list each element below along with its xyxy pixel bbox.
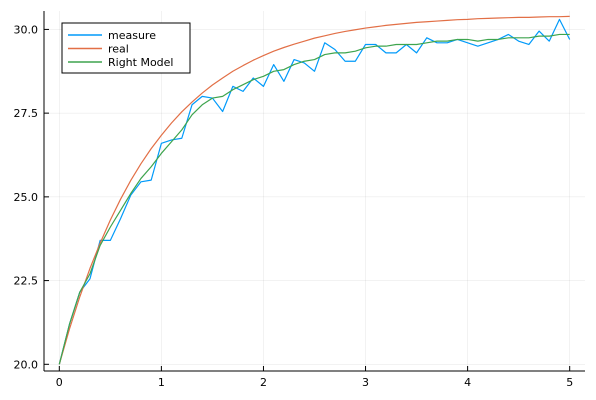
x-tick-label: 0 (56, 376, 63, 389)
y-tick-label: 25.0 (14, 191, 39, 204)
y-tick-label: 22.5 (14, 275, 39, 288)
x-tick-label: 2 (260, 376, 267, 389)
series-line-real (58, 15, 570, 365)
series-group (58, 15, 571, 365)
legend-label: Right Model (108, 56, 174, 69)
y-tick-label: 27.5 (14, 107, 39, 120)
axes (43, 11, 585, 372)
series-line-right-model (58, 33, 570, 365)
x-tick-label: 3 (362, 376, 369, 389)
legend-label: measure (108, 29, 156, 42)
x-tick-label: 1 (158, 376, 165, 389)
y-tick-label: 30.0 (14, 23, 39, 36)
y-tick-label: 20.0 (14, 358, 39, 371)
x-tick-label: 4 (464, 376, 471, 389)
grid (44, 11, 585, 371)
x-tick-label: 5 (566, 376, 573, 389)
series-line-measure (58, 18, 571, 365)
legend-label: real (108, 43, 129, 56)
ticks: 0 1 2 3 4 5 20.0 22.5 25.0 27.5 30.0 (14, 23, 574, 389)
